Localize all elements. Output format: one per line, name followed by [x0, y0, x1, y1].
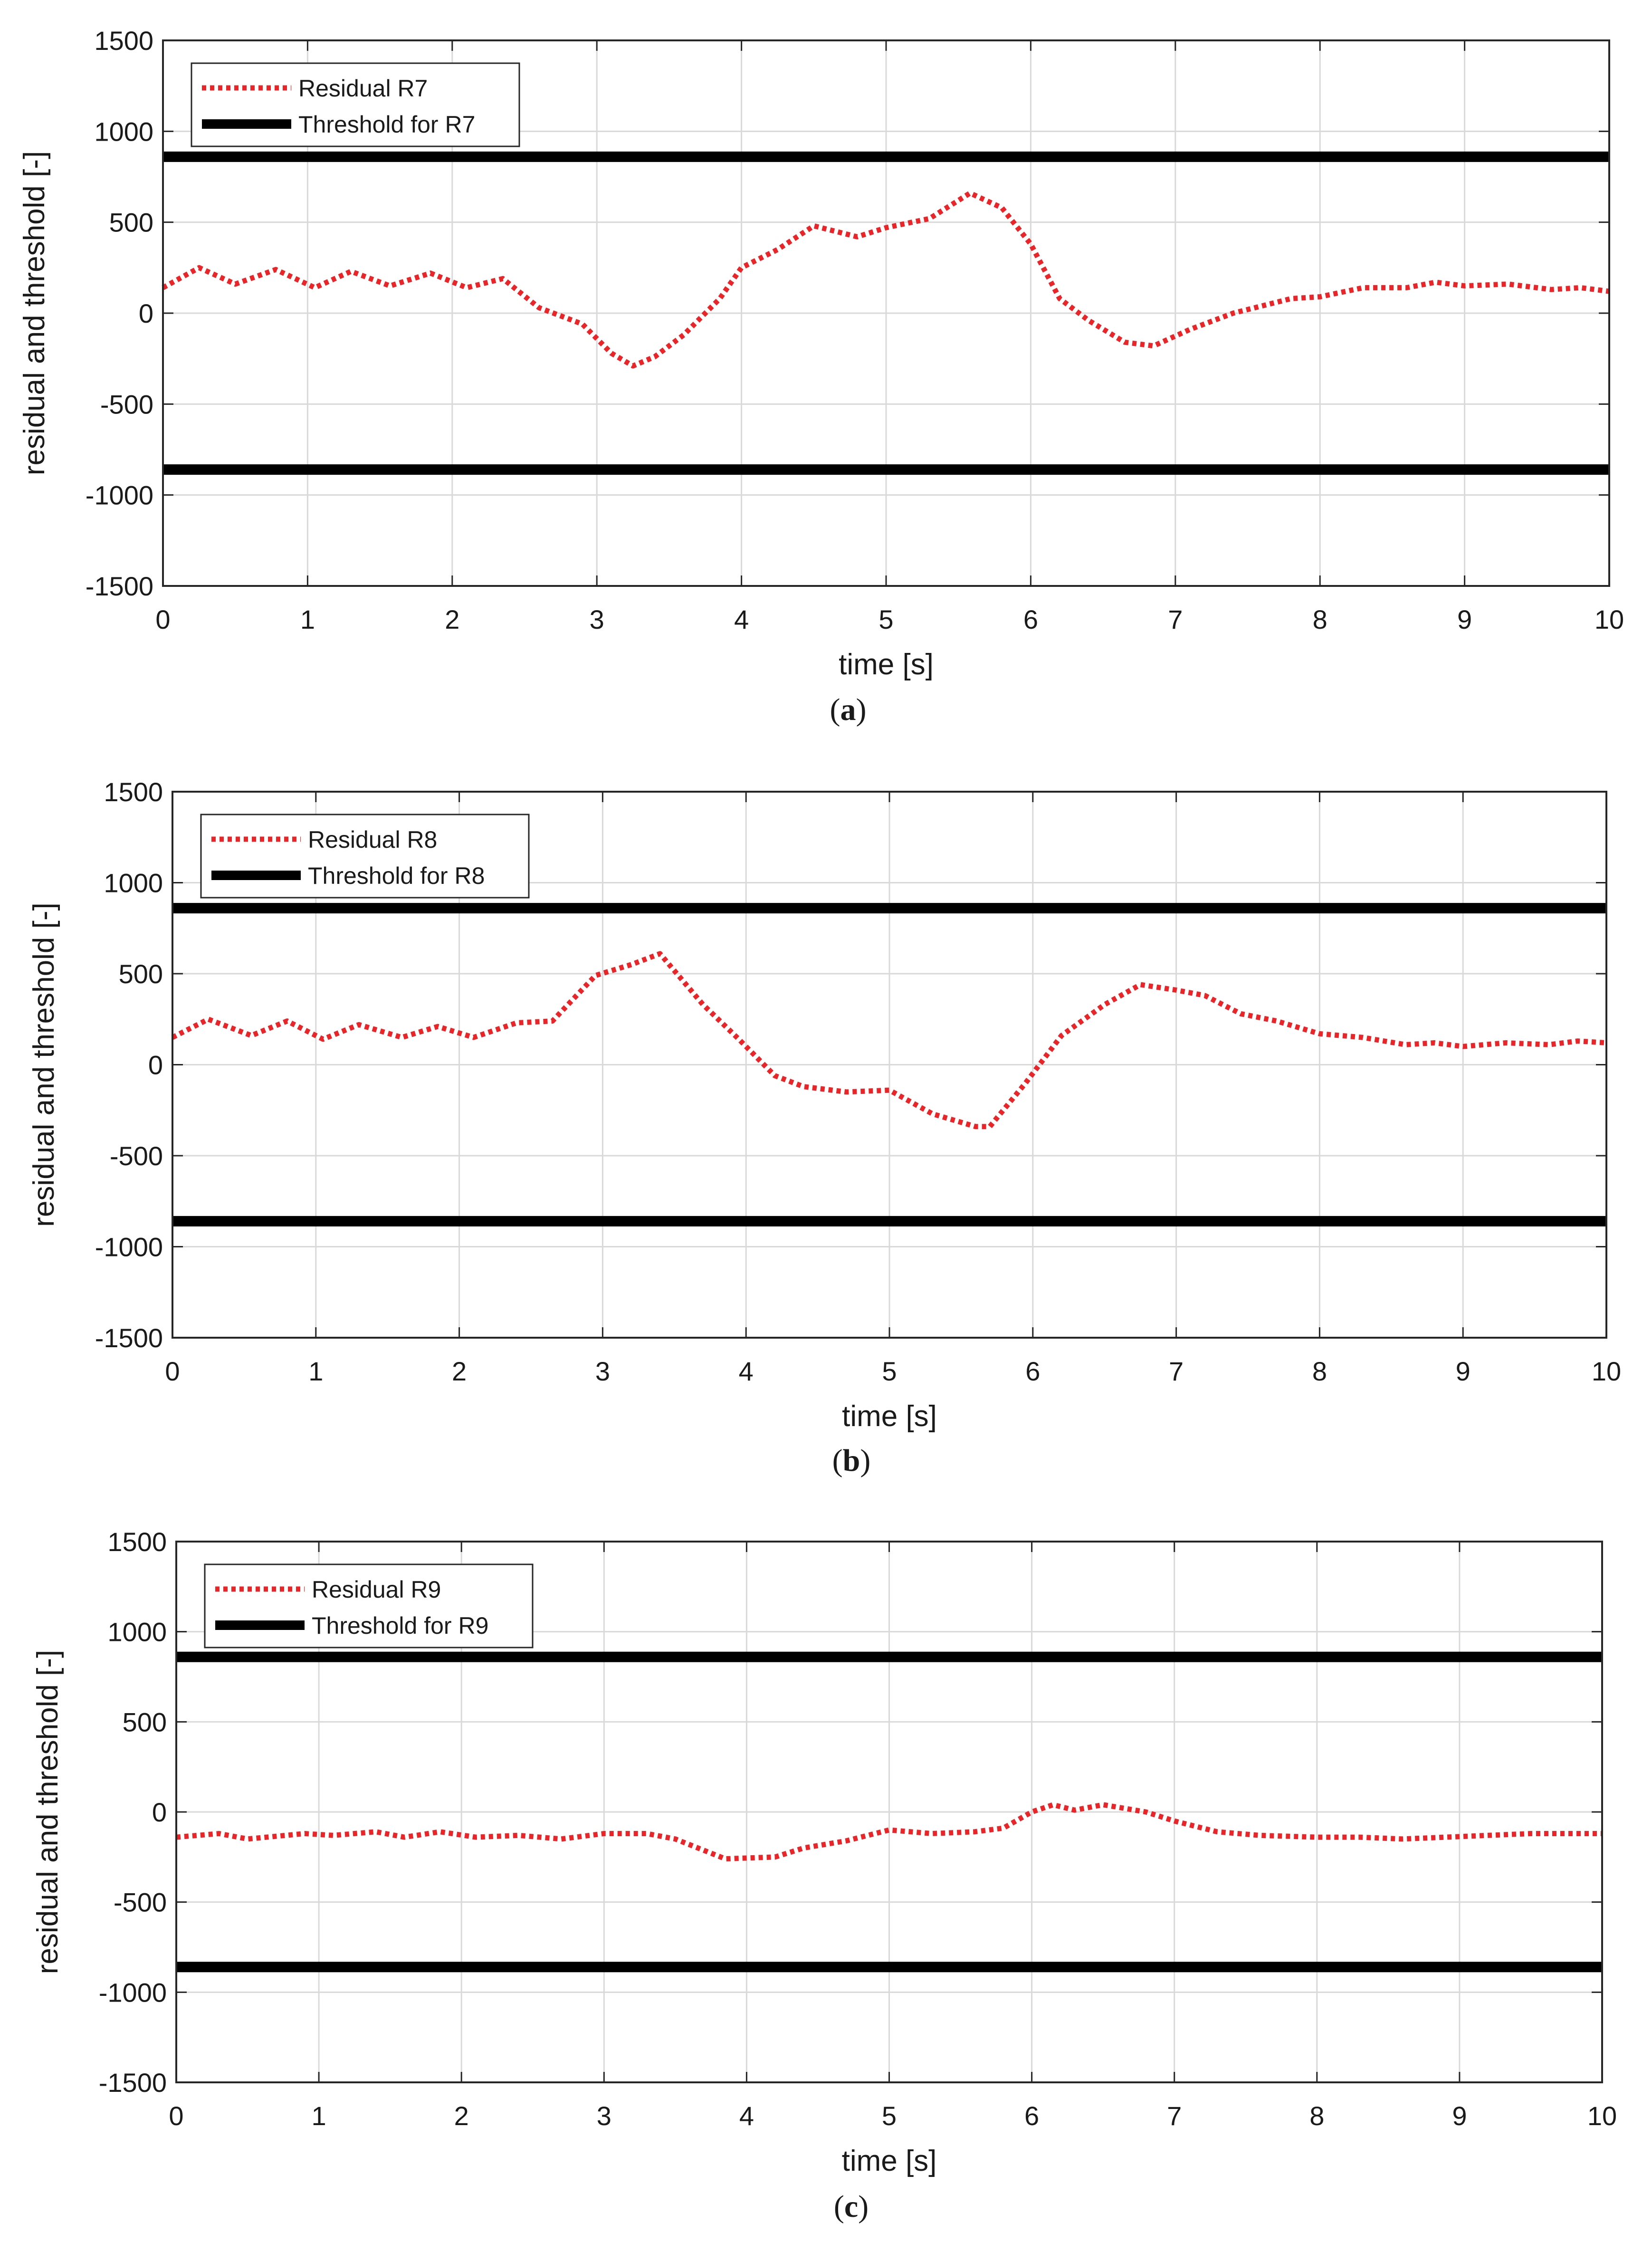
caption-close: ) [860, 1443, 870, 1478]
x-tick-label: 1 [308, 1356, 323, 1386]
y-tick-label: -1000 [95, 1232, 163, 1262]
legend-box [200, 814, 530, 899]
y-axis-label: residual and threshold [-] [28, 902, 60, 1227]
y-tick-label: 500 [119, 959, 163, 989]
x-tick-label: 4 [739, 2101, 754, 2131]
y-axis-label: residual and threshold [-] [18, 151, 51, 475]
x-tick-label: 9 [1456, 1356, 1471, 1386]
caption-letter: a [840, 692, 856, 727]
caption-letter: c [844, 2189, 858, 2224]
y-tick-label: 0 [139, 298, 153, 328]
grid [163, 40, 1609, 586]
x-tick-label: 7 [1169, 1356, 1184, 1386]
legend-label-threshold: Threshold for R9 [312, 1612, 488, 1639]
y-axis-label: residual and threshold [-] [31, 1650, 64, 1974]
y-tick-label: 1000 [104, 868, 163, 898]
chart-panel-a: 0 1 2 3 4 5 6 7 8 9 10 1500 1000 500 0 -500 -1000 -1500 ti… [18, 26, 1624, 727]
x-tick-label: 10 [1592, 1356, 1621, 1386]
caption-close: ) [858, 2189, 869, 2224]
x-tick-label: 10 [1595, 604, 1624, 634]
y-tick-label: 0 [148, 1050, 163, 1080]
x-axis-label: time [s] [842, 1400, 937, 1433]
chart-panel-b: 0 1 2 3 4 5 6 7 8 9 10 1500 1000 500 0 -500 -1000 -1500 ti… [28, 777, 1621, 1478]
legend-box [204, 1563, 534, 1648]
y-tick-label: 1500 [104, 777, 163, 807]
axes-box [172, 791, 1607, 1339]
panel-caption: (a) [830, 692, 867, 727]
y-tick-label: 0 [152, 1797, 167, 1827]
x-tick-label: 6 [1023, 604, 1038, 634]
y-tick-label: 1000 [107, 1617, 167, 1647]
residual-line [171, 951, 1607, 1130]
y-tick-label: -1500 [99, 2068, 167, 2098]
x-tick-label: 5 [882, 2101, 897, 2131]
x-axis-label: time [s] [839, 648, 934, 681]
x-tick-label: 0 [169, 2101, 183, 2131]
x-tick-label: 1 [312, 2101, 326, 2131]
x-tick-label: 5 [879, 604, 893, 634]
y-tick-label: -1000 [99, 1977, 167, 2007]
x-tick-label: 9 [1452, 2101, 1467, 2131]
y-tick-label: 500 [109, 208, 153, 238]
x-tick-label: 8 [1309, 2101, 1324, 2131]
y-tick-label: -1500 [86, 571, 153, 601]
y-tick-label: -1500 [95, 1323, 163, 1353]
x-tick-label: 0 [165, 1356, 180, 1386]
residual-line [176, 1802, 1602, 1862]
caption-open: ( [830, 692, 840, 727]
legend-label-residual: Residual R7 [298, 75, 428, 102]
caption-open: ( [832, 1443, 843, 1478]
x-tick-label: 6 [1024, 2101, 1039, 2131]
x-tick-label: 4 [734, 604, 749, 634]
legend: Residual R9 Threshold for R9 [204, 1563, 534, 1648]
x-tick-label: 3 [597, 2101, 611, 2131]
x-tick-label: 8 [1312, 1356, 1327, 1386]
x-tick-label: 6 [1025, 1356, 1040, 1386]
legend-label-residual: Residual R8 [308, 826, 437, 853]
y-tick-label: -500 [110, 1141, 163, 1171]
x-tick-label: 9 [1457, 604, 1472, 634]
x-tick-label: 10 [1587, 2101, 1617, 2131]
x-tick-label: 0 [155, 604, 170, 634]
legend-label-threshold: Threshold for R8 [308, 862, 485, 889]
caption-letter: b [843, 1443, 860, 1478]
x-tick-label: 3 [590, 604, 604, 634]
caption-close: ) [856, 692, 867, 727]
legend: Residual R8 Threshold for R8 [200, 814, 530, 899]
grid [172, 792, 1606, 1338]
residual-line [162, 190, 1610, 369]
y-tick-label: 1500 [94, 26, 153, 56]
axes-box [175, 1541, 1603, 2083]
x-tick-label: 2 [454, 2101, 469, 2131]
legend-label-residual: Residual R9 [312, 1576, 441, 1603]
y-tick-label: 500 [123, 1707, 167, 1737]
chart-panel-c: 0 1 2 3 4 5 6 7 8 9 10 1500 1000 500 0 -500 -1000 -1500 ti… [31, 1527, 1617, 2224]
y-tick-label: 1500 [107, 1527, 167, 1557]
x-tick-label: 5 [882, 1356, 897, 1386]
x-tick-label: 8 [1313, 604, 1327, 634]
x-tick-label: 4 [739, 1356, 754, 1386]
x-tick-label: 3 [595, 1356, 610, 1386]
x-tick-label: 2 [452, 1356, 467, 1386]
axes-box [162, 39, 1610, 587]
x-tick-label: 7 [1167, 2101, 1182, 2131]
x-tick-label: 7 [1168, 604, 1183, 634]
x-tick-label: 2 [445, 604, 459, 634]
y-tick-label: -500 [100, 389, 153, 419]
x-axis-label: time [s] [842, 2145, 937, 2177]
grid [176, 1542, 1602, 2082]
y-tick-label: -1000 [86, 480, 153, 510]
legend: Residual R7 Threshold for R7 [191, 62, 520, 147]
panel-caption: (c) [834, 2189, 869, 2224]
legend-box [191, 62, 520, 147]
x-tick-label: 1 [300, 604, 315, 634]
panel-caption: (b) [832, 1443, 871, 1478]
caption-open: ( [834, 2189, 844, 2224]
legend-label-threshold: Threshold for R7 [298, 111, 475, 138]
y-tick-label: -500 [114, 1888, 167, 1917]
y-tick-label: 1000 [94, 116, 153, 146]
